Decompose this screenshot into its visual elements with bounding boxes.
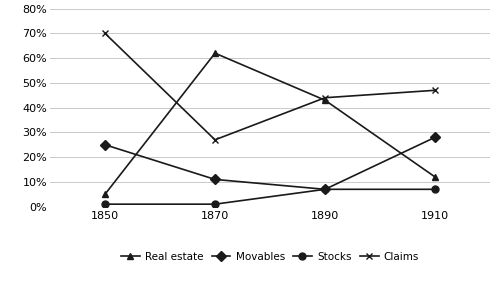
Legend: Real estate, Movables, Stocks, Claims: Real estate, Movables, Stocks, Claims xyxy=(116,247,424,266)
